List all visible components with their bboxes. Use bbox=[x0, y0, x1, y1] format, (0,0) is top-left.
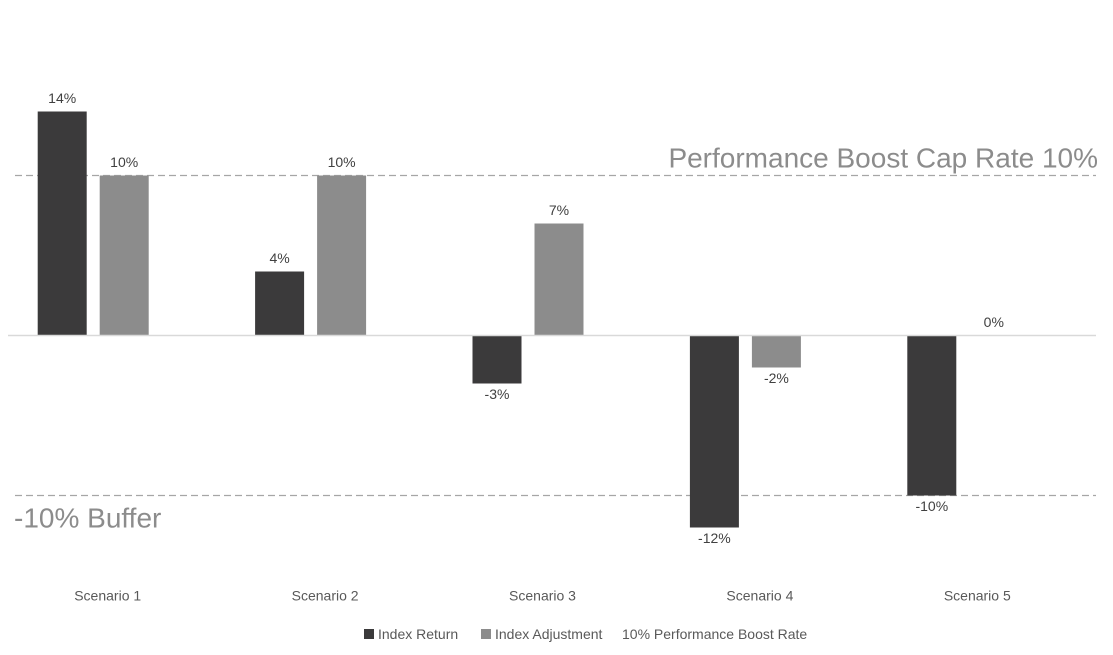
category-label-5: Scenario 5 bbox=[944, 588, 1011, 604]
legend-label-index-adjustment: Index Adjustment bbox=[495, 626, 603, 642]
category-label-1: Scenario 1 bbox=[74, 588, 141, 604]
legend-item-boost-rate: 10% Performance Boost Rate bbox=[622, 624, 807, 644]
bar-index-return-5 bbox=[907, 335, 957, 496]
legend-item-index-return: Index Return bbox=[364, 624, 458, 644]
bar-index-adjustment-2 bbox=[317, 175, 367, 336]
data-label-index-adjustment-1: 10% bbox=[110, 154, 138, 170]
data-label-index-return-2: 4% bbox=[269, 250, 289, 266]
bar-index-return-4 bbox=[689, 335, 739, 528]
legend-swatch-index-adjustment bbox=[481, 629, 491, 639]
bar-index-adjustment-1 bbox=[99, 175, 149, 336]
data-label-index-adjustment-2: 10% bbox=[328, 154, 356, 170]
legend-label-index-return: Index Return bbox=[378, 626, 459, 642]
legend-swatch-index-return bbox=[364, 629, 374, 639]
data-label-index-adjustment-4: -2% bbox=[764, 370, 789, 386]
data-label-index-return-5: -10% bbox=[915, 498, 948, 514]
bar-index-adjustment-3 bbox=[534, 223, 584, 336]
buffer-label: -10% Buffer bbox=[14, 503, 161, 534]
legend-label-boost-rate: 10% Performance Boost Rate bbox=[622, 626, 808, 642]
data-label-index-adjustment-3: 7% bbox=[549, 202, 569, 218]
data-label-index-return-4: -12% bbox=[698, 530, 731, 546]
data-label-index-return-3: -3% bbox=[485, 386, 510, 402]
data-label-index-adjustment-5: 0% bbox=[984, 314, 1004, 330]
legend-item-index-adjustment: Index Adjustment bbox=[481, 624, 602, 644]
cap-rate-label: Performance Boost Cap Rate 10% bbox=[668, 143, 1098, 174]
bar-index-return-1 bbox=[37, 111, 87, 336]
category-label-3: Scenario 3 bbox=[509, 588, 576, 604]
bar-index-adjustment-4 bbox=[751, 335, 801, 368]
bar-index-return-3 bbox=[472, 335, 522, 384]
legend: Index Return Index Adjustment 10% Perfor… bbox=[0, 624, 1113, 644]
category-label-4: Scenario 4 bbox=[726, 588, 793, 604]
bar-index-return-2 bbox=[255, 271, 305, 336]
category-label-2: Scenario 2 bbox=[292, 588, 359, 604]
data-label-index-return-1: 14% bbox=[48, 90, 76, 106]
